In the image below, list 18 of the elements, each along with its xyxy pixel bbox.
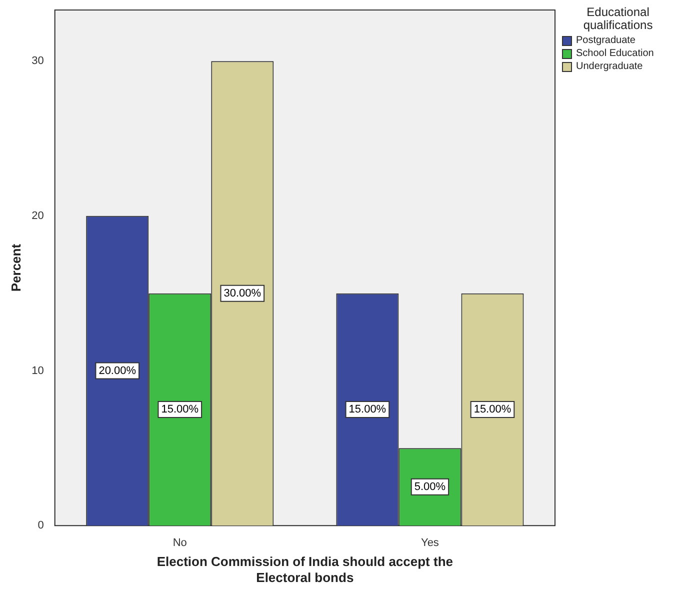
legend-title: Educational qualifications bbox=[582, 5, 654, 32]
y-axis-title: Percent bbox=[8, 243, 24, 292]
y-tick-label: 30 bbox=[32, 55, 44, 68]
data-label: 15.00% bbox=[161, 404, 199, 416]
y-tick-label: 20 bbox=[32, 210, 44, 222]
x-axis-title: Election Commission of India should accept the Electoral bonds bbox=[156, 554, 453, 585]
data-label: 15.00% bbox=[348, 404, 386, 416]
y-tick-label: 10 bbox=[32, 364, 44, 377]
x-tick-label: No bbox=[172, 537, 187, 550]
data-label: 15.00% bbox=[474, 404, 512, 416]
legend-label: School Education bbox=[576, 48, 654, 60]
data-label: 20.00% bbox=[98, 364, 136, 377]
y-tick-label: 0 bbox=[38, 520, 44, 532]
data-label: 5.00% bbox=[414, 480, 446, 493]
data-label: 30.00% bbox=[224, 287, 262, 300]
legend-label: Postgraduate bbox=[576, 35, 636, 47]
legend-label: Undergraduate bbox=[576, 61, 643, 73]
x-tick-label: Yes bbox=[420, 537, 440, 550]
